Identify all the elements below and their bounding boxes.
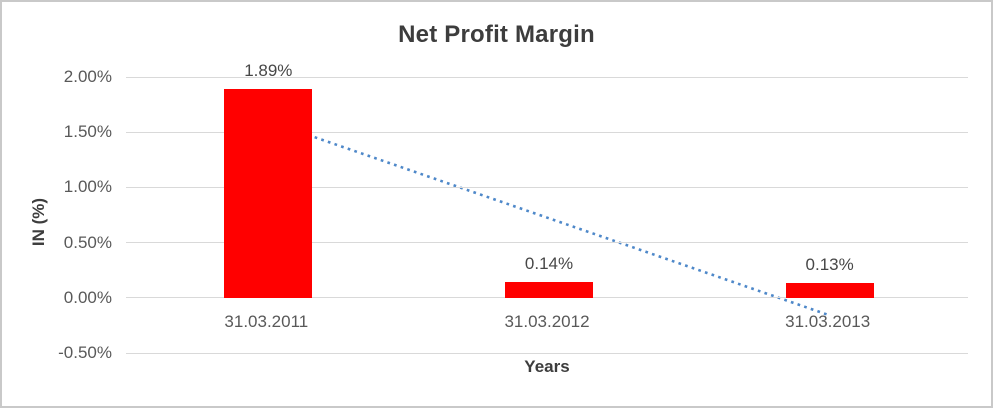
y-tick-label: 1.50%	[63, 122, 112, 142]
chart-title: Net Profit Margin	[398, 21, 595, 48]
y-tick-label: 0.00%	[63, 287, 112, 307]
trendline	[267, 119, 828, 316]
bar-data-label: 0.13%	[805, 255, 854, 275]
x-category-label: 31.03.2013	[785, 311, 871, 331]
gridline	[126, 242, 968, 244]
trendline-segment	[267, 119, 828, 316]
bar-data-label: 0.14%	[524, 254, 574, 274]
x-axis-title: Years	[524, 357, 570, 376]
x-category-label: 31.03.2011	[224, 311, 309, 331]
y-tick-label: 1.00%	[63, 177, 112, 197]
bar	[505, 282, 593, 298]
gridline	[126, 76, 968, 78]
x-category-label: 31.03.2012	[504, 311, 590, 331]
gridline	[126, 297, 968, 299]
plot-area: 1.89% 31.03.2011 0.14% 31.03.2012 0.13% 31.03…	[126, 61, 968, 354]
bar-data-label: 1.89%	[244, 61, 293, 81]
gridline	[126, 352, 968, 354]
y-tick-label: 0.50%	[63, 232, 112, 252]
y-tick-label: 2.00%	[63, 67, 112, 86]
bar	[785, 283, 874, 298]
gridline	[126, 131, 968, 133]
y-tick-label: -0.50%	[58, 343, 112, 362]
gridline	[126, 186, 968, 188]
bar	[224, 89, 313, 298]
